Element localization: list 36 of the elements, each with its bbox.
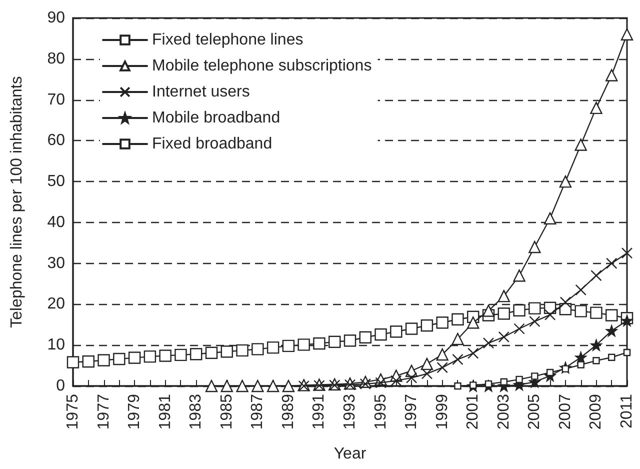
legend-label: Mobile telephone subscriptions xyxy=(152,58,372,74)
x-axis-title: Year xyxy=(334,446,367,462)
y-axis-title: Telephone lines per 100 inhabitants xyxy=(8,76,26,328)
y-tick-label: 20 xyxy=(47,296,66,313)
y-tick-label: 30 xyxy=(47,254,66,272)
x-tick-label: 1997 xyxy=(403,394,420,430)
legend-label: Fixed telephone lines xyxy=(152,32,304,48)
x-tick-label: 1991 xyxy=(310,394,328,430)
y-tick-label: 90 xyxy=(47,10,66,26)
legend-label: Mobile broadband xyxy=(152,110,280,126)
x-tick-label: 1985 xyxy=(218,394,236,430)
x-tick-label: 1999 xyxy=(434,394,451,430)
x-tick-label: 1975 xyxy=(64,394,82,430)
x-tick-label: 1993 xyxy=(342,394,358,430)
y-tick-label: 0 xyxy=(56,378,66,394)
x-tick-label: 1979 xyxy=(126,394,144,430)
y-tick-label: 40 xyxy=(47,214,66,231)
y-tick-label: 70 xyxy=(47,91,66,108)
x-tick-label: 2011 xyxy=(618,394,636,428)
y-tick-label: 80 xyxy=(47,50,66,68)
x-tick-label: 2003 xyxy=(495,394,512,430)
x-tick-label: 1983 xyxy=(188,394,205,430)
y-tick-label: 10 xyxy=(47,336,66,354)
x-tick-label: 2001 xyxy=(464,394,482,430)
x-tick-label: 1989 xyxy=(280,394,297,430)
x-tick-label: 2009 xyxy=(588,394,605,430)
x-tick-label: 1981 xyxy=(156,394,174,430)
legend-label: Fixed broadband xyxy=(152,136,272,152)
x-tick-label: 2007 xyxy=(556,394,574,430)
y-tick-label: 60 xyxy=(47,132,66,150)
x-tick-label: 1987 xyxy=(249,394,266,430)
x-tick-label: 2005 xyxy=(526,394,544,430)
x-tick-label: 1977 xyxy=(95,394,112,430)
y-tick-label: 50 xyxy=(47,173,66,190)
x-tick-label: 1995 xyxy=(372,394,390,430)
legend-label: Internet users xyxy=(152,84,250,100)
